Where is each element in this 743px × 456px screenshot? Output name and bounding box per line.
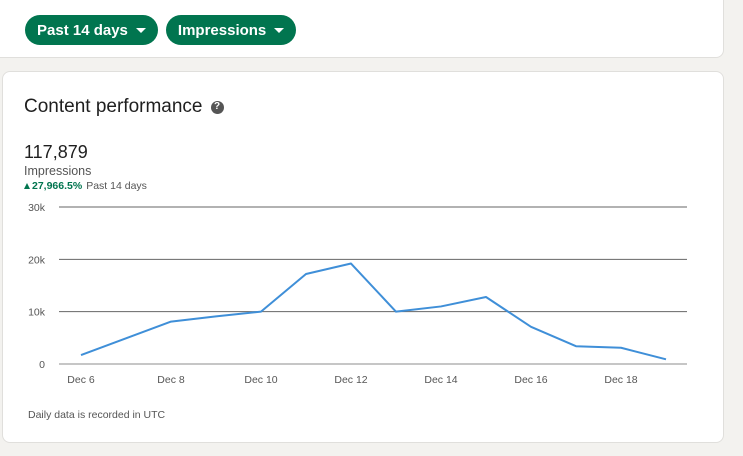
series-line-impressions[interactable] bbox=[80, 262, 667, 361]
total-impressions-label: Impressions bbox=[24, 164, 92, 178]
card-header: Content performance ? bbox=[24, 96, 224, 118]
data-point[interactable] bbox=[436, 301, 446, 311]
change-period: Past 14 days bbox=[86, 180, 147, 192]
data-point[interactable] bbox=[121, 333, 131, 343]
data-point[interactable] bbox=[661, 354, 671, 364]
x-tick-label: Dec 10 bbox=[244, 374, 277, 386]
data-point[interactable] bbox=[391, 307, 401, 317]
impressions-line-chart[interactable]: 0 10k 20k 30k Dec 6 Dec 8 Dec 10 Dec 12 Dec 14 De… bbox=[3, 72, 725, 392]
data-point[interactable] bbox=[256, 307, 266, 317]
change-percent: 27,966.5% bbox=[32, 180, 83, 192]
data-point[interactable] bbox=[616, 343, 626, 353]
card-title: Content performance bbox=[24, 96, 203, 117]
data-point[interactable] bbox=[211, 311, 221, 321]
caret-down-icon bbox=[274, 27, 285, 33]
x-tick-label: Dec 8 bbox=[157, 374, 185, 386]
data-point[interactable] bbox=[76, 350, 86, 360]
metric-dropdown[interactable]: Impressions bbox=[165, 15, 297, 45]
data-point[interactable] bbox=[301, 269, 311, 279]
content-performance-card: Content performance ? 117,879 Impression… bbox=[2, 71, 724, 443]
date-range-dropdown[interactable]: Past 14 days bbox=[25, 15, 158, 45]
filter-card: Past 14 days Impressions bbox=[0, 0, 724, 58]
filter-bar: Past 14 days Impressions bbox=[25, 15, 297, 45]
y-tick-label: 0 bbox=[39, 359, 45, 371]
data-point[interactable] bbox=[481, 292, 491, 302]
data-point[interactable] bbox=[526, 322, 536, 332]
help-icon[interactable]: ? bbox=[210, 100, 224, 114]
date-range-label: Past 14 days bbox=[37, 21, 128, 39]
y-tick-label: 20k bbox=[28, 254, 46, 266]
impressions-change: 27,966.5% Past 14 days bbox=[24, 180, 147, 192]
data-point[interactable] bbox=[571, 341, 581, 351]
caret-down-icon bbox=[135, 27, 146, 33]
x-tick-label: Dec 6 bbox=[67, 374, 95, 386]
metric-label: Impressions bbox=[177, 21, 267, 39]
utc-footnote: Daily data is recorded in UTC bbox=[28, 409, 166, 421]
change-up: 27,966.5% bbox=[24, 180, 82, 192]
total-impressions-value: 117,879 bbox=[24, 142, 88, 162]
data-point[interactable] bbox=[166, 317, 176, 327]
x-tick-label: Dec 18 bbox=[604, 374, 637, 386]
y-tick-label: 30k bbox=[28, 202, 46, 214]
y-tick-label: 10k bbox=[28, 307, 46, 319]
arrow-up-icon bbox=[24, 183, 30, 189]
x-tick-label: Dec 12 bbox=[334, 374, 367, 386]
x-tick-label: Dec 14 bbox=[424, 374, 457, 386]
x-tick-label: Dec 16 bbox=[514, 374, 547, 386]
data-point[interactable] bbox=[346, 259, 356, 269]
